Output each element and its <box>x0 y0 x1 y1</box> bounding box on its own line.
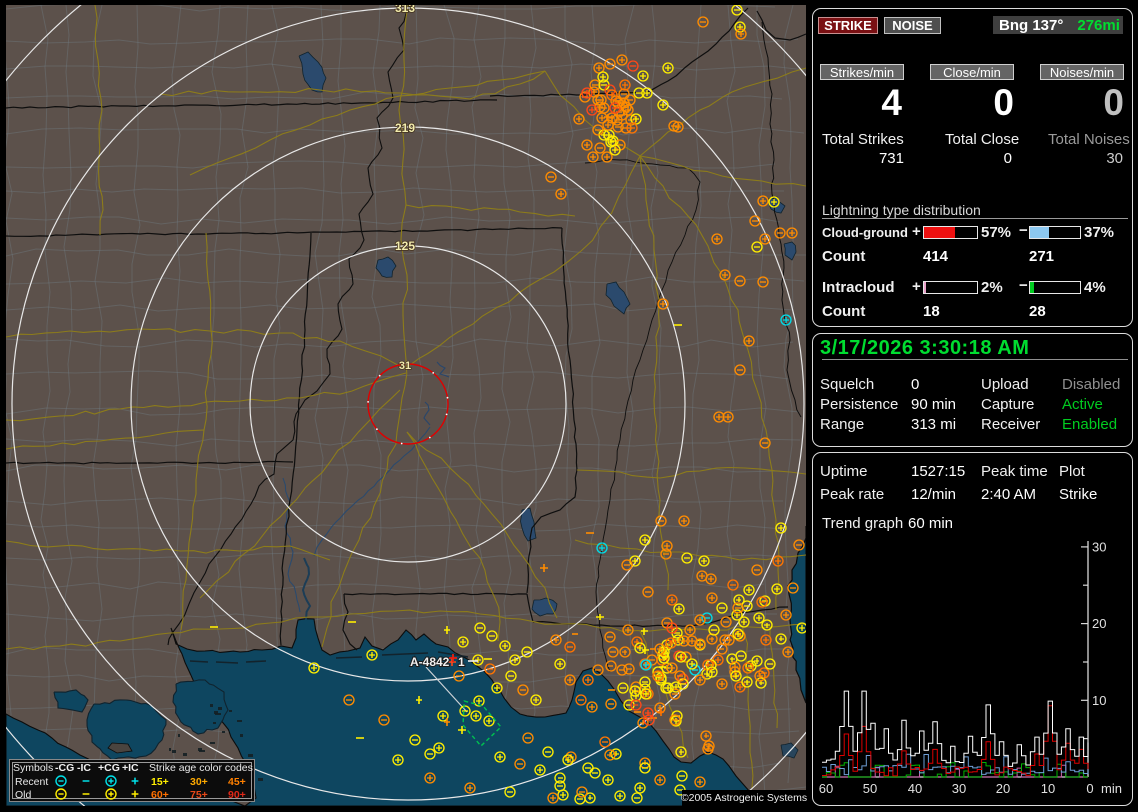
svg-text:219: 219 <box>395 121 415 135</box>
svg-text:Old: Old <box>15 789 32 801</box>
svg-text:20: 20 <box>996 781 1010 796</box>
svg-text:90+: 90+ <box>228 789 246 801</box>
svg-text:1: 1 <box>458 655 465 669</box>
svg-text:31: 31 <box>399 360 411 372</box>
svg-text:60+: 60+ <box>151 789 169 801</box>
svg-text:313: 313 <box>395 5 415 15</box>
svg-text:125: 125 <box>395 239 415 253</box>
svg-text:75+: 75+ <box>190 789 208 801</box>
svg-text:-IC: -IC <box>77 762 91 774</box>
svg-text:10: 10 <box>1092 693 1106 708</box>
svg-text:40: 40 <box>908 781 922 796</box>
svg-text:50: 50 <box>863 781 877 796</box>
svg-text:-CG: -CG <box>55 762 74 774</box>
svg-text:45+: 45+ <box>228 776 246 788</box>
svg-text:min: min <box>1101 781 1122 796</box>
svg-text:+CG: +CG <box>98 762 120 774</box>
svg-text:20: 20 <box>1092 616 1106 631</box>
svg-text:Recent: Recent <box>15 776 48 788</box>
svg-text:+IC: +IC <box>122 762 139 774</box>
svg-text:30: 30 <box>1092 539 1106 554</box>
svg-text:A-4842: A-4842 <box>410 655 450 669</box>
svg-text:Strike age color codes: Strike age color codes <box>149 762 253 774</box>
svg-text:Symbols: Symbols <box>13 762 53 774</box>
svg-text:15+: 15+ <box>151 776 169 788</box>
svg-text:30: 30 <box>952 781 966 796</box>
svg-text:60: 60 <box>819 781 833 796</box>
svg-text:10: 10 <box>1041 781 1055 796</box>
svg-text:0: 0 <box>1086 781 1093 796</box>
svg-text:30+: 30+ <box>190 776 208 788</box>
